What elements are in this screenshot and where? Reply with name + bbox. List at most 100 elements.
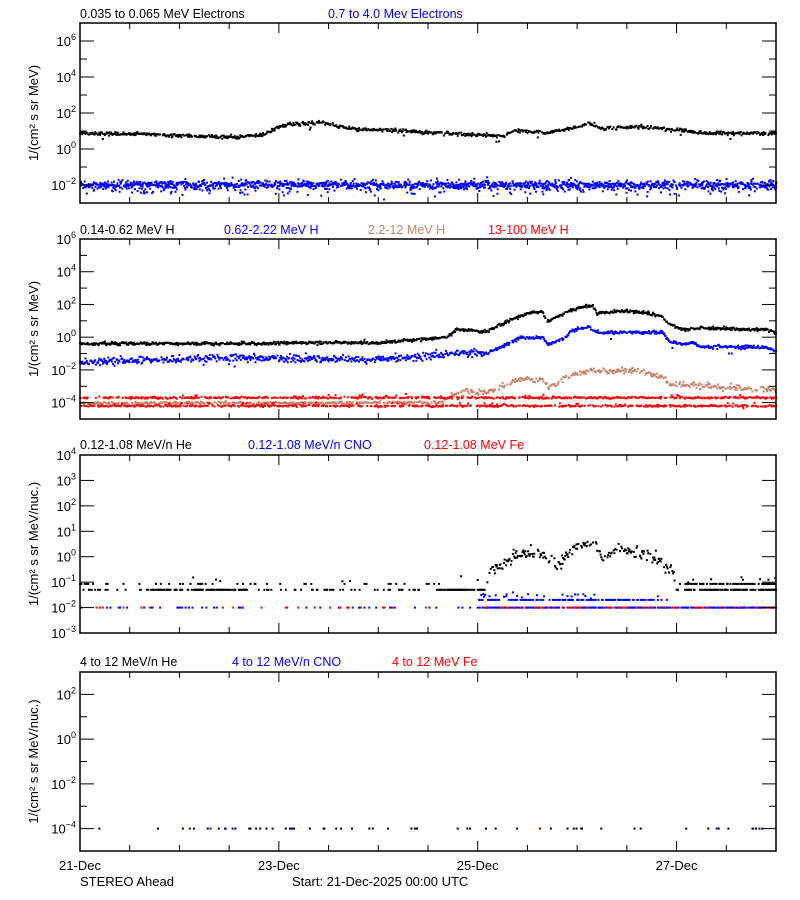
data-point-0-62-2-22-mev-h — [146, 357, 149, 360]
data-point-0-035-to-0-065-mev-electrons — [239, 134, 242, 137]
data-point-0-7-to-4-0-mev-electrons — [371, 182, 374, 185]
data-point-0-7-to-4-0-mev-electrons — [412, 183, 415, 186]
data-point-2-2-12-mev-h — [615, 371, 618, 373]
data-point-0-035-to-0-065-mev-electrons — [588, 121, 591, 124]
data-point-0-7-to-4-0-mev-electrons — [291, 181, 294, 184]
data-point-0-7-to-4-0-mev-electrons — [251, 181, 254, 184]
data-point-0-035-to-0-065-mev-electrons — [716, 132, 719, 135]
data-point-0-14-0-62-mev-h — [391, 341, 394, 344]
data-point-0-14-0-62-mev-h — [690, 327, 693, 329]
data-point-2-2-12-mev-h — [174, 402, 177, 405]
data-point-0-035-to-0-065-mev-electrons — [412, 130, 415, 133]
data-point-0-62-2-22-mev-h — [507, 342, 510, 345]
data-point-0-035-to-0-065-mev-electrons — [523, 129, 526, 132]
data-point-0-035-to-0-065-mev-electrons — [99, 133, 101, 136]
data-point-0-035-to-0-065-mev-electrons — [480, 133, 483, 136]
data-point-0-14-0-62-mev-h — [217, 342, 220, 345]
data-point-0-035-to-0-065-mev-electrons — [741, 132, 744, 135]
data-point-0-035-to-0-065-mev-electrons — [605, 128, 608, 130]
data-point-2-2-12-mev-h — [329, 401, 331, 404]
data-point-0-62-2-22-mev-h — [296, 359, 299, 361]
data-point-0-14-0-62-mev-h — [350, 342, 353, 345]
data-point-2-2-12-mev-h — [688, 385, 691, 388]
data-point-0-7-to-4-0-mev-electrons — [770, 181, 773, 184]
data-point-0-035-to-0-065-mev-electrons — [347, 127, 350, 130]
data-point-0-035-to-0-065-mev-electrons — [247, 134, 250, 136]
data-point-0-7-to-4-0-mev-electrons — [684, 188, 687, 191]
data-point-0-62-2-22-mev-h — [340, 357, 343, 360]
data-point-0-7-to-4-0-mev-electrons — [333, 189, 336, 192]
data-point-0-7-to-4-0-mev-electrons — [442, 187, 445, 190]
data-point-0-7-to-4-0-mev-electrons — [711, 186, 714, 189]
data-point-0-62-2-22-mev-h — [205, 360, 208, 363]
data-point-0-7-to-4-0-mev-electrons — [752, 185, 755, 188]
data-point-0-14-0-62-mev-h — [242, 342, 244, 345]
data-point-2-2-12-mev-h — [199, 400, 202, 403]
data-point-2-2-12-mev-h — [346, 400, 349, 403]
data-point-0-7-to-4-0-mev-electrons — [192, 182, 195, 185]
data-point-0-035-to-0-065-mev-electrons — [679, 127, 681, 130]
data-point-0-7-to-4-0-mev-electrons — [143, 181, 146, 184]
data-point-0-62-2-22-mev-h — [451, 352, 454, 355]
data-point-0-14-0-62-mev-h — [701, 326, 704, 329]
data-point-0-035-to-0-065-mev-electrons — [397, 131, 400, 134]
data-point-0-7-to-4-0-mev-electrons — [434, 186, 437, 189]
data-point-0-7-to-4-0-mev-electrons — [499, 181, 502, 184]
data-point-0-62-2-22-mev-h — [609, 330, 612, 333]
data-point-0-7-to-4-0-mev-electrons — [543, 186, 546, 189]
data-point-0-035-to-0-065-mev-electrons — [637, 127, 640, 130]
data-point-0-14-0-62-mev-h — [652, 311, 655, 314]
data-point-0-62-2-22-mev-h — [379, 359, 382, 362]
data-point-2-2-12-mev-h — [150, 401, 153, 404]
data-point-0-7-to-4-0-mev-electrons — [755, 187, 758, 190]
data-point-2-2-12-mev-h — [351, 401, 354, 404]
data-point-2-2-12-mev-h — [271, 403, 273, 406]
data-point-0-62-2-22-mev-h — [750, 347, 753, 349]
data-point-0-14-0-62-mev-h — [97, 343, 99, 346]
data-point-0-7-to-4-0-mev-electrons — [187, 184, 190, 187]
data-point-0-035-to-0-065-mev-electrons — [85, 131, 88, 134]
data-point-2-2-12-mev-h — [631, 366, 634, 369]
data-point-0-14-0-62-mev-h — [714, 328, 717, 331]
data-point-0-14-0-62-mev-h — [175, 343, 177, 346]
data-point-0-7-to-4-0-mev-electrons — [479, 185, 482, 188]
data-point-2-2-12-mev-h — [572, 372, 574, 375]
data-point-0-62-2-22-mev-h — [116, 359, 119, 362]
data-point-0-14-0-62-mev-h — [99, 342, 101, 345]
data-point-0-7-to-4-0-mev-electrons — [749, 188, 752, 191]
data-point-0-7-to-4-0-mev-electrons — [726, 181, 729, 184]
data-point-0-7-to-4-0-mev-electrons — [584, 184, 587, 186]
data-point-0-62-2-22-mev-h — [317, 355, 320, 358]
data-point-0-7-to-4-0-mev-electrons — [528, 185, 531, 188]
data-point-0-14-0-62-mev-h — [103, 341, 106, 344]
data-point-0-7-to-4-0-mev-electrons — [665, 183, 668, 186]
data-point-0-035-to-0-065-mev-electrons — [726, 132, 728, 134]
data-point-0-7-to-4-0-mev-electrons — [569, 183, 572, 186]
data-point-0-7-to-4-0-mev-electrons — [114, 189, 117, 192]
data-point-0-7-to-4-0-mev-electrons — [326, 187, 328, 190]
data-point-0-7-to-4-0-mev-electrons — [594, 186, 597, 189]
data-point-0-7-to-4-0-mev-electrons — [463, 183, 465, 186]
data-point-0-7-to-4-0-mev-electrons — [309, 187, 312, 189]
data-point-2-2-12-mev-h — [616, 368, 619, 371]
data-point-0-7-to-4-0-mev-electrons — [711, 185, 714, 188]
data-point-0-035-to-0-065-mev-electrons — [235, 136, 237, 139]
data-point-0-7-to-4-0-mev-electrons — [515, 182, 518, 185]
data-point-0-7-to-4-0-mev-electrons — [610, 188, 613, 191]
data-point-0-035-to-0-065-mev-electrons — [206, 135, 208, 138]
data-point-0-14-0-62-mev-h — [291, 341, 294, 344]
data-point-0-62-2-22-mev-h — [458, 352, 461, 355]
data-point-0-035-to-0-065-mev-electrons — [518, 129, 521, 132]
data-point-0-7-to-4-0-mev-electrons — [455, 186, 458, 189]
data-point-0-7-to-4-0-mev-electrons — [441, 183, 444, 186]
data-point-0-7-to-4-0-mev-electrons — [337, 183, 340, 186]
data-point-0-035-to-0-065-mev-electrons — [175, 135, 178, 138]
data-point-2-2-12-mev-h — [83, 402, 86, 405]
data-point-0-035-to-0-065-mev-electrons — [407, 130, 410, 133]
data-point-0-7-to-4-0-mev-electrons — [372, 178, 374, 181]
data-point-0-62-2-22-mev-h — [640, 331, 643, 334]
data-point-0-7-to-4-0-mev-electrons — [170, 190, 173, 193]
data-point-0-62-2-22-mev-h — [664, 335, 667, 337]
data-point-0-7-to-4-0-mev-electrons — [557, 179, 560, 182]
data-point-0-7-to-4-0-mev-electrons — [314, 185, 317, 188]
